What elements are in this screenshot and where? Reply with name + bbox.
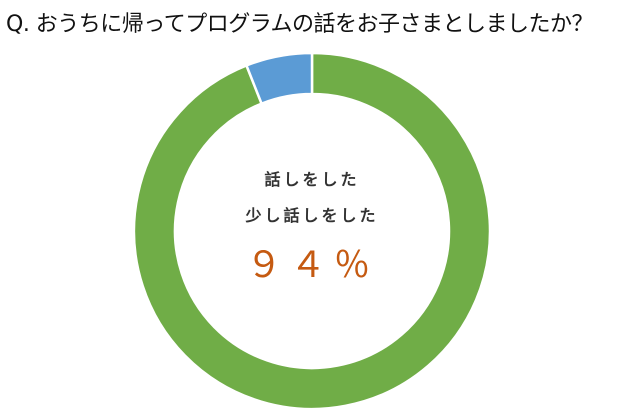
center-label-line1: 話しをした <box>264 170 360 189</box>
donut-slice-0 <box>132 51 492 411</box>
chart-title: Q. おうちに帰ってプログラムの話をお子さまとしましたか？ <box>6 12 594 37</box>
center-label-line2: 少し話しをした <box>245 206 379 225</box>
donut-slice-1 <box>244 51 314 106</box>
center-percent: ９４％ <box>245 245 378 286</box>
